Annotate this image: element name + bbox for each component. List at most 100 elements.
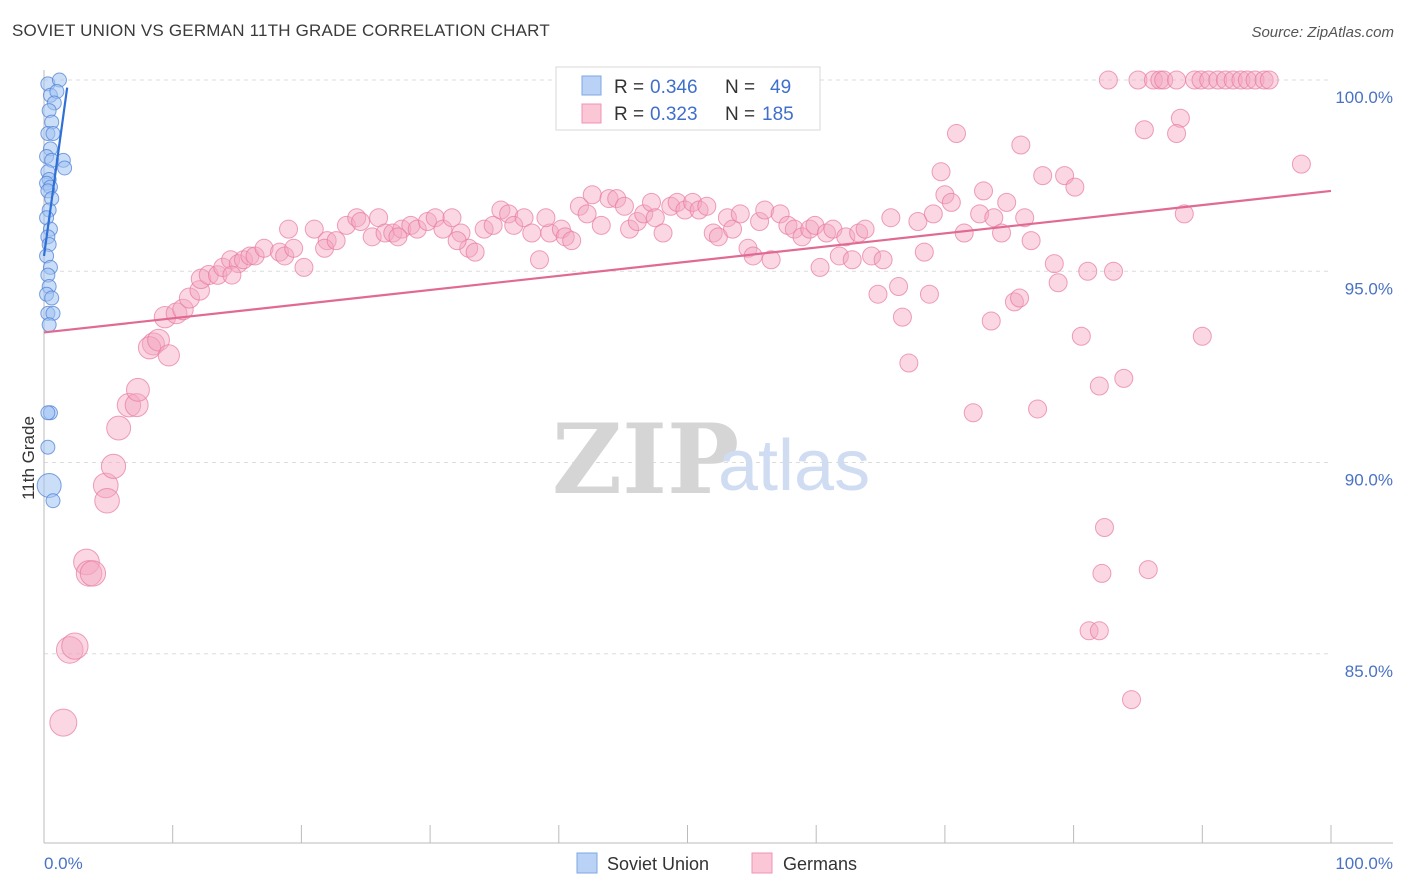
germans-point bbox=[49, 708, 78, 737]
soviet-union-point bbox=[40, 405, 56, 421]
germans-point bbox=[1098, 70, 1118, 90]
bottom-legend-germans: Germans bbox=[783, 854, 857, 874]
germans-point bbox=[697, 196, 717, 216]
germans-point bbox=[675, 200, 695, 220]
soviet-union-point bbox=[36, 472, 62, 498]
germans-point bbox=[1021, 231, 1041, 251]
germans-point bbox=[1065, 177, 1085, 197]
bottom-legend-swatch-germans bbox=[751, 852, 773, 874]
x-tick-label-1: 100.0% bbox=[1335, 854, 1393, 873]
germans-point bbox=[946, 124, 966, 144]
bottom-legend-swatch-soviet bbox=[576, 852, 598, 874]
germans-point bbox=[984, 208, 1004, 228]
germans-point bbox=[137, 336, 162, 360]
y-axis-label: 11th Grade bbox=[19, 416, 38, 500]
germans-point bbox=[1079, 621, 1099, 641]
germans-point bbox=[100, 453, 127, 479]
germans-point bbox=[326, 231, 346, 251]
germans-point bbox=[442, 208, 462, 228]
germans-point bbox=[792, 227, 812, 247]
germans-point bbox=[1291, 154, 1311, 174]
germans-point bbox=[1259, 70, 1279, 90]
germans-point bbox=[683, 192, 703, 212]
germans-point bbox=[981, 311, 1001, 331]
germans-point bbox=[315, 238, 335, 258]
germans-point bbox=[634, 204, 654, 224]
germans-point bbox=[1103, 261, 1123, 281]
germans-point bbox=[514, 208, 534, 228]
germans-point bbox=[569, 196, 589, 216]
germans-point bbox=[1028, 399, 1048, 419]
germans-point bbox=[106, 415, 132, 441]
germans-point bbox=[667, 192, 687, 212]
germans-point bbox=[931, 162, 951, 182]
germans-point bbox=[899, 353, 919, 373]
germans-point bbox=[914, 242, 934, 262]
germans-point bbox=[881, 208, 901, 228]
germans-point bbox=[92, 472, 119, 499]
germans-point bbox=[294, 257, 314, 277]
germans-point bbox=[997, 192, 1017, 212]
germans-point bbox=[1011, 135, 1031, 155]
germans-point bbox=[717, 208, 737, 228]
germans-point bbox=[126, 377, 150, 402]
germans-point bbox=[582, 185, 602, 205]
soviet-union-points bbox=[36, 72, 73, 509]
germans-point bbox=[1138, 560, 1158, 580]
germans-point bbox=[1004, 292, 1024, 312]
grid-lines: 100.0% 95.0% 90.0% 85.0% bbox=[44, 79, 1393, 681]
germans-point bbox=[55, 636, 84, 664]
germans-point bbox=[499, 204, 519, 224]
germans-point bbox=[304, 219, 324, 239]
germans-point bbox=[388, 227, 408, 247]
germans-point bbox=[941, 192, 961, 212]
germans-point bbox=[970, 204, 990, 224]
germans-point bbox=[522, 223, 542, 243]
germans-point bbox=[1154, 70, 1174, 90]
chart-title: SOVIET UNION VS GERMAN 11TH GRADE CORREL… bbox=[12, 21, 550, 40]
germans-point bbox=[1192, 326, 1212, 346]
germans-point bbox=[627, 212, 647, 232]
germans-point bbox=[923, 204, 943, 224]
y-tick-label-2: 90.0% bbox=[1345, 471, 1393, 490]
series-legend: Soviet Union Germans bbox=[576, 852, 857, 874]
germans-point bbox=[540, 223, 560, 243]
germans-point bbox=[425, 208, 445, 228]
germans-point bbox=[836, 227, 856, 247]
germans-point bbox=[279, 219, 299, 239]
germans-point bbox=[935, 185, 955, 205]
legend-n-value-2: 185 bbox=[762, 104, 794, 125]
germans-point bbox=[1092, 563, 1112, 583]
germans-point bbox=[61, 632, 89, 660]
germans-point bbox=[1071, 326, 1091, 346]
germans-point bbox=[761, 250, 781, 270]
germans-point bbox=[1231, 70, 1251, 90]
germans-point bbox=[1033, 166, 1053, 186]
y-tick-label-1: 95.0% bbox=[1345, 279, 1393, 298]
correlation-legend: R = 0.346 N = 49 R = 0.323 N = 185 bbox=[555, 66, 821, 131]
germans-point bbox=[919, 284, 939, 304]
bottom-legend-soviet: Soviet Union bbox=[607, 854, 709, 874]
germans-point bbox=[620, 219, 640, 239]
germans-point bbox=[483, 215, 503, 235]
germans-point bbox=[1010, 288, 1030, 308]
legend-r-value-2: 0.323 bbox=[650, 104, 698, 125]
germans-point bbox=[1191, 70, 1211, 90]
germans-point bbox=[336, 215, 356, 235]
germans-point bbox=[641, 192, 661, 212]
germans-point bbox=[1167, 70, 1187, 90]
germans-point bbox=[529, 250, 549, 270]
germans-point bbox=[1215, 70, 1235, 90]
germans-point bbox=[1089, 376, 1109, 396]
germans-point bbox=[810, 257, 830, 277]
germans-point bbox=[862, 246, 882, 266]
soviet-union-point bbox=[57, 160, 73, 176]
legend-swatch-soviet bbox=[581, 75, 602, 96]
germans-point bbox=[1078, 261, 1098, 281]
germans-point bbox=[1223, 70, 1243, 90]
germans-point bbox=[1048, 273, 1068, 293]
germans-point bbox=[873, 250, 893, 270]
germans-point bbox=[254, 238, 274, 258]
soviet-union-point bbox=[45, 493, 61, 509]
germans-point bbox=[347, 208, 367, 228]
